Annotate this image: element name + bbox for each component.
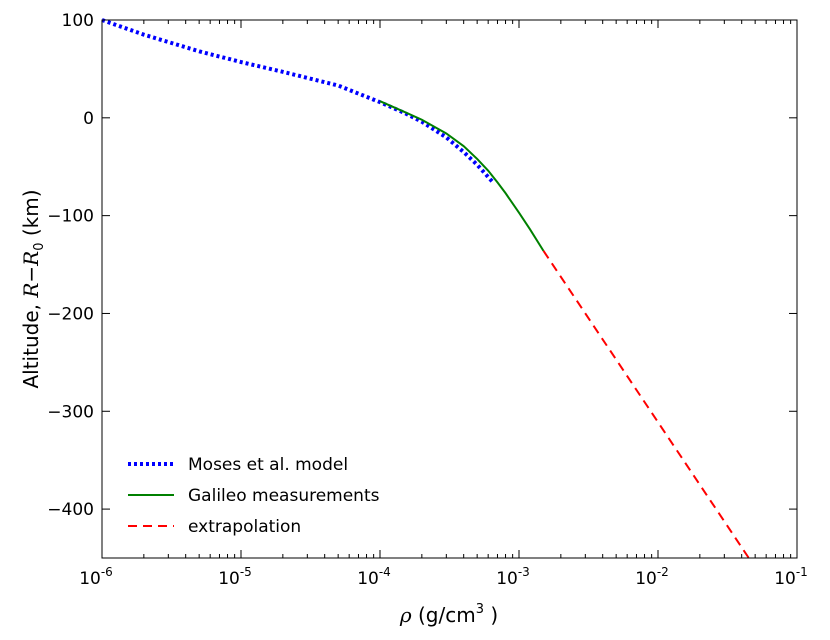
x-tick-base: 10	[79, 569, 101, 589]
series-line-3	[542, 250, 750, 559]
x-tick-exponent: -2	[657, 565, 669, 579]
x-tick-exponent: -5	[240, 565, 252, 579]
y-axis-label: Altitude, R−R0 (km)	[19, 189, 47, 388]
x-tick-label: 10-5	[218, 565, 252, 589]
y-tick-label: 0	[83, 109, 94, 129]
plot-area	[102, 20, 797, 558]
x-axis-symbol: ρ	[399, 603, 412, 627]
x-tick-label: 10-3	[496, 565, 530, 589]
legend-label-3: extrapolation	[188, 517, 301, 537]
y-tick-label: −300	[47, 402, 94, 422]
x-tick-label: 10-2	[635, 565, 669, 589]
series-line-2	[379, 100, 545, 252]
legend: Moses et al. model Galileo measurements ex…	[128, 455, 380, 537]
x-axis-unit-start: (g/cm	[412, 603, 476, 627]
x-axis-unit-superscript: 3	[476, 602, 484, 617]
legend-label-1: Moses et al. model	[188, 455, 348, 475]
x-tick-label: 10-6	[79, 565, 113, 589]
plot-frame	[101, 19, 798, 559]
x-tick-base: 10	[218, 569, 240, 589]
y-tick-label: −400	[47, 500, 94, 520]
y-axis-label-minus: −	[19, 266, 43, 283]
y-tick-label: −100	[47, 207, 94, 227]
x-tick-exponent: -4	[379, 565, 391, 579]
y-axis-label-r: R	[19, 283, 43, 299]
x-tick-exponent: -1	[796, 565, 808, 579]
x-tick-exponent: -6	[101, 565, 113, 579]
x-tick-base: 10	[496, 569, 518, 589]
y-axis-label-subscript: 0	[32, 242, 47, 250]
x-tick-label: 10-1	[774, 565, 808, 589]
y-axis-label-unit: (km)	[19, 189, 43, 242]
x-tick-exponent: -3	[518, 565, 530, 579]
y-tick-label: −200	[47, 304, 94, 324]
x-tick-base: 10	[635, 569, 657, 589]
x-tick-base: 10	[774, 569, 796, 589]
y-axis-label-r0: R	[19, 251, 43, 267]
legend-label-2: Galileo measurements	[188, 486, 380, 506]
x-tick-base: 10	[357, 569, 379, 589]
y-axis-label-text: Altitude,	[19, 298, 43, 389]
x-axis-unit-end: )	[484, 603, 498, 627]
series-layer	[101, 18, 750, 559]
x-axis-label: ρ (g/cm3 )	[399, 602, 498, 627]
ticks-layer	[101, 19, 798, 558]
x-tick-label: 10-4	[357, 565, 391, 589]
tick-labels-layer: 10-6 10-5 10-4 10-3 10-2 10-11000−100−200−300…	[47, 11, 808, 589]
y-tick-label: 100	[62, 11, 94, 31]
